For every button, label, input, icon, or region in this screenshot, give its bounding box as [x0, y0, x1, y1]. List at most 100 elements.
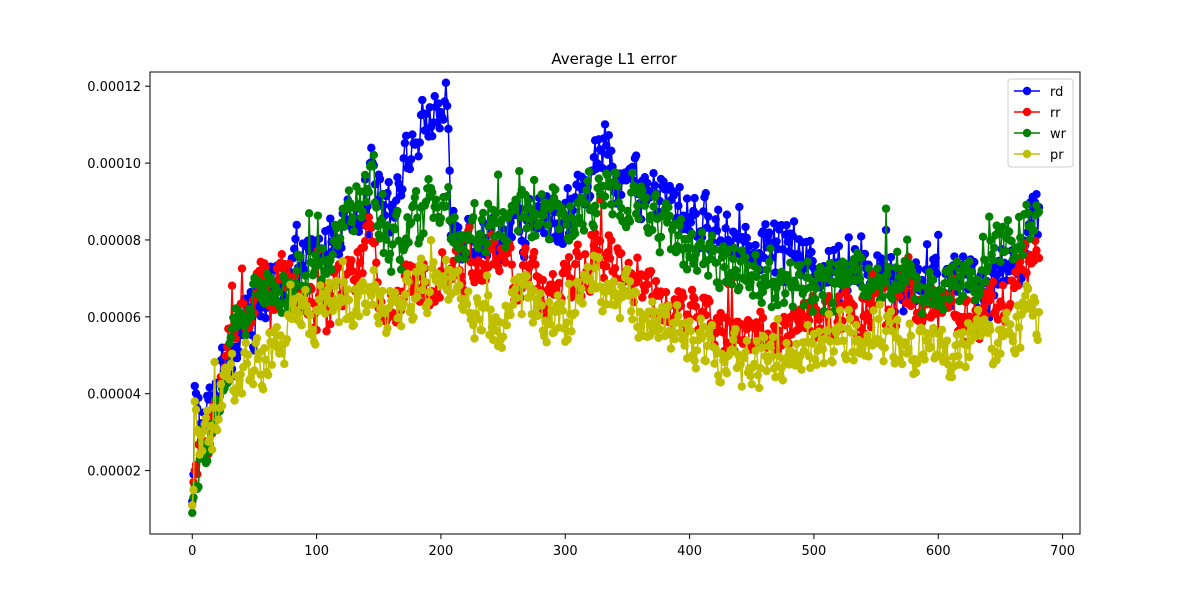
data-point-rr: [261, 263, 270, 272]
data-point-pr: [633, 322, 642, 332]
data-point-rd: [600, 120, 610, 129]
data-point-pr: [750, 359, 759, 369]
data-point-rd: [691, 209, 701, 219]
data-point-wr: [607, 200, 616, 209]
data-point-pr: [615, 313, 625, 323]
data-point-wr: [603, 171, 612, 180]
data-point-wr: [748, 291, 758, 300]
data-point-rd: [558, 239, 567, 249]
y-tick-label: 0.00002: [87, 465, 141, 480]
data-point-rd: [806, 236, 815, 246]
data-point-rd: [764, 228, 774, 237]
data-point-pr: [369, 265, 378, 275]
data-point-wr: [825, 258, 835, 268]
data-point-pr: [1031, 297, 1040, 307]
data-point-pr: [710, 359, 719, 368]
data-point-pr: [226, 359, 236, 369]
data-point-rr: [573, 240, 582, 249]
data-point-rr: [435, 293, 444, 302]
data-point-pr: [929, 323, 938, 333]
data-point-pr: [793, 358, 802, 367]
data-point-pr: [644, 307, 653, 316]
data-point-pr: [778, 376, 788, 385]
data-point-pr: [419, 263, 428, 272]
data-point-wr: [898, 264, 907, 273]
data-point-wr: [372, 203, 381, 212]
data-point-pr: [904, 344, 913, 353]
data-point-rd: [772, 237, 781, 246]
data-point-pr: [879, 356, 888, 366]
data-point-wr: [634, 214, 643, 223]
data-point-wr: [753, 265, 763, 274]
data-point-wr: [707, 231, 717, 240]
data-point-rr: [824, 292, 834, 301]
data-point-pr: [835, 306, 845, 315]
data-point-wr: [628, 168, 637, 178]
data-point-rr: [742, 325, 751, 334]
data-point-wr: [441, 202, 451, 211]
data-point-wr: [523, 196, 533, 205]
data-point-wr: [590, 201, 600, 211]
data-point-wr: [379, 248, 388, 258]
data-point-pr: [752, 336, 761, 346]
data-point-rr: [521, 244, 530, 253]
data-point-pr: [590, 263, 600, 273]
data-point-pr: [869, 306, 878, 315]
data-point-rd: [686, 218, 696, 227]
data-point-wr: [760, 273, 769, 283]
data-point-pr: [536, 289, 545, 298]
data-point-rd: [292, 220, 301, 230]
data-point-wr: [727, 280, 737, 289]
data-point-wr: [967, 267, 977, 277]
data-point-wr: [808, 307, 817, 316]
legend-marker-rr: [1022, 107, 1032, 117]
data-point-wr: [395, 255, 405, 264]
data-point-wr: [543, 220, 553, 230]
data-point-rd: [445, 166, 454, 175]
data-point-pr: [212, 425, 222, 435]
data-point-rr: [705, 297, 714, 306]
data-point-wr: [360, 170, 370, 180]
data-point-pr: [753, 370, 763, 380]
data-point-pr: [236, 370, 245, 379]
data-point-pr: [1023, 285, 1032, 294]
legend-marker-rd: [1022, 86, 1032, 96]
data-point-rd: [721, 224, 730, 233]
legend: rd rr wr pr: [1007, 78, 1074, 168]
data-point-rd: [807, 247, 816, 257]
data-point-pr: [691, 364, 701, 373]
data-point-wr: [855, 274, 865, 284]
data-point-wr: [358, 207, 367, 216]
data-point-wr: [779, 298, 789, 308]
data-point-pr: [767, 352, 776, 361]
data-point-rd: [735, 202, 744, 212]
data-point-pr: [263, 370, 273, 380]
data-point-wr: [475, 230, 484, 239]
data-point-wr: [311, 250, 320, 259]
data-point-pr: [244, 350, 253, 359]
data-point-wr: [469, 213, 478, 222]
data-point-pr: [404, 277, 413, 286]
data-point-pr: [625, 277, 635, 286]
data-point-wr: [1003, 216, 1013, 225]
data-point-wr: [665, 211, 674, 221]
data-point-wr: [705, 239, 714, 248]
data-point-wr: [515, 166, 524, 176]
data-point-wr: [937, 294, 947, 304]
data-point-pr: [525, 280, 534, 290]
data-point-pr: [282, 335, 291, 344]
y-tick-label: 0.00010: [87, 157, 141, 172]
data-point-pr: [740, 354, 749, 363]
legend-label-wr: wr: [1050, 127, 1067, 142]
data-point-pr: [1018, 298, 1028, 307]
data-point-wr: [339, 222, 349, 232]
data-point-pr: [670, 335, 679, 344]
data-point-rd: [406, 155, 416, 164]
data-point-wr: [364, 187, 374, 197]
data-point-rd: [876, 254, 886, 263]
data-point-wr: [483, 199, 493, 209]
data-point-pr: [338, 256, 347, 266]
data-point-pr: [420, 277, 429, 286]
data-point-wr: [481, 248, 490, 257]
data-point-pr: [189, 485, 198, 494]
